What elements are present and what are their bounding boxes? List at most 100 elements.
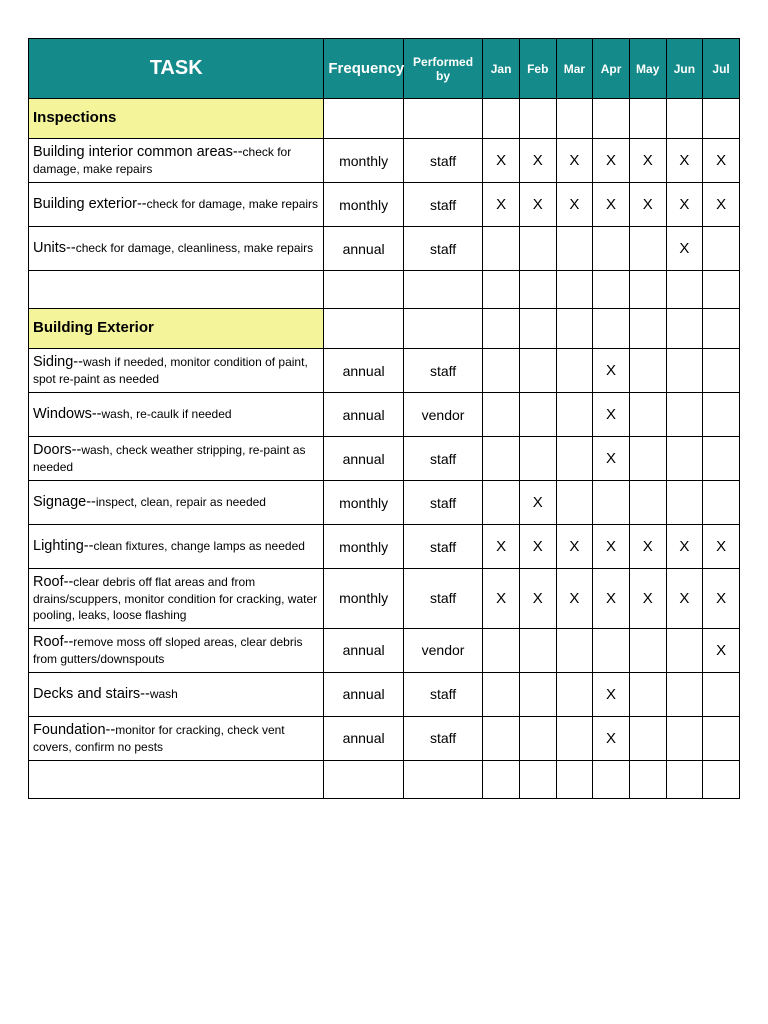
month-cell xyxy=(556,309,593,349)
month-cell xyxy=(483,760,520,798)
table-row: Roof--clear debris off flat areas and fr… xyxy=(29,569,740,629)
table-row: Units--check for damage, cleanliness, ma… xyxy=(29,227,740,271)
month-cell xyxy=(593,481,630,525)
frequency-cell xyxy=(324,309,403,349)
month-cell xyxy=(629,349,666,393)
month-cell xyxy=(483,393,520,437)
month-cell xyxy=(703,227,740,271)
month-cell xyxy=(519,349,556,393)
month-cell xyxy=(483,716,520,760)
task-cell: Building interior common areas--check fo… xyxy=(29,139,324,183)
month-cell: X xyxy=(593,525,630,569)
month-cell xyxy=(666,628,703,672)
task-title: Units-- xyxy=(33,240,76,256)
frequency-cell xyxy=(324,271,403,309)
task-title: Decks and stairs-- xyxy=(33,686,150,702)
table-row: Building interior common areas--check fo… xyxy=(29,139,740,183)
performed-cell: staff xyxy=(403,437,482,481)
month-cell: X xyxy=(519,183,556,227)
header-month: Jul xyxy=(703,39,740,99)
month-cell xyxy=(483,309,520,349)
month-cell: X xyxy=(666,183,703,227)
task-cell: Foundation--monitor for cracking, check … xyxy=(29,716,324,760)
header-month: Apr xyxy=(593,39,630,99)
month-cell xyxy=(666,716,703,760)
performed-cell xyxy=(403,309,482,349)
month-cell: X xyxy=(629,569,666,629)
month-cell xyxy=(519,628,556,672)
month-cell xyxy=(519,393,556,437)
month-cell xyxy=(519,437,556,481)
month-cell: X xyxy=(703,525,740,569)
month-cell: X xyxy=(593,393,630,437)
performed-cell: vendor xyxy=(403,393,482,437)
month-cell: X xyxy=(666,227,703,271)
task-title: Lighting-- xyxy=(33,538,93,554)
month-cell xyxy=(519,760,556,798)
month-cell xyxy=(593,271,630,309)
month-cell: X xyxy=(519,481,556,525)
month-cell: X xyxy=(629,525,666,569)
performed-cell: staff xyxy=(403,481,482,525)
performed-cell xyxy=(403,99,482,139)
performed-cell: staff xyxy=(403,227,482,271)
month-cell xyxy=(519,271,556,309)
month-cell: X xyxy=(556,139,593,183)
month-cell xyxy=(483,672,520,716)
task-cell: Siding--wash if needed, monitor conditio… xyxy=(29,349,324,393)
task-title: Signage-- xyxy=(33,494,96,510)
month-cell xyxy=(666,481,703,525)
task-cell: Lighting--clean fixtures, change lamps a… xyxy=(29,525,324,569)
frequency-cell: annual xyxy=(324,227,403,271)
month-cell xyxy=(666,309,703,349)
table-row: Building exterior--check for damage, mak… xyxy=(29,183,740,227)
performed-cell: staff xyxy=(403,672,482,716)
month-cell: X xyxy=(629,183,666,227)
month-cell xyxy=(483,227,520,271)
frequency-cell: annual xyxy=(324,349,403,393)
month-cell xyxy=(556,99,593,139)
month-cell xyxy=(556,716,593,760)
month-cell xyxy=(593,227,630,271)
month-cell xyxy=(556,437,593,481)
section-title: Building Exterior xyxy=(33,319,154,336)
frequency-cell: annual xyxy=(324,672,403,716)
task-cell: Signage--inspect, clean, repair as neede… xyxy=(29,481,324,525)
frequency-cell: annual xyxy=(324,628,403,672)
task-cell xyxy=(29,271,324,309)
frequency-cell: annual xyxy=(324,393,403,437)
task-detail: check for damage, cleanliness, make repa… xyxy=(76,241,313,255)
header-month: May xyxy=(629,39,666,99)
frequency-cell xyxy=(324,99,403,139)
task-detail: wash, re-caulk if needed xyxy=(101,407,231,421)
header-month: Feb xyxy=(519,39,556,99)
task-cell: Inspections xyxy=(29,99,324,139)
performed-cell: vendor xyxy=(403,628,482,672)
month-cell xyxy=(483,481,520,525)
month-cell: X xyxy=(483,525,520,569)
month-cell: X xyxy=(556,525,593,569)
header-month: Mar xyxy=(556,39,593,99)
month-cell xyxy=(629,628,666,672)
month-cell xyxy=(629,393,666,437)
table-header: TASK Frequency Performed by Jan Feb Mar … xyxy=(29,39,740,99)
task-cell: Windows--wash, re-caulk if needed xyxy=(29,393,324,437)
month-cell xyxy=(703,349,740,393)
task-cell: Doors--wash, check weather stripping, re… xyxy=(29,437,324,481)
month-cell xyxy=(593,628,630,672)
task-title: Roof-- xyxy=(33,574,73,590)
table-row: Lighting--clean fixtures, change lamps a… xyxy=(29,525,740,569)
performed-cell: staff xyxy=(403,569,482,629)
month-cell xyxy=(629,437,666,481)
month-cell xyxy=(666,99,703,139)
task-detail: clear debris off flat areas and from dra… xyxy=(33,575,317,622)
header-month: Jun xyxy=(666,39,703,99)
month-cell xyxy=(593,99,630,139)
frequency-cell: annual xyxy=(324,437,403,481)
month-cell xyxy=(629,716,666,760)
month-cell: X xyxy=(629,139,666,183)
task-cell xyxy=(29,760,324,798)
frequency-cell: monthly xyxy=(324,481,403,525)
table-row: Siding--wash if needed, monitor conditio… xyxy=(29,349,740,393)
month-cell xyxy=(703,760,740,798)
